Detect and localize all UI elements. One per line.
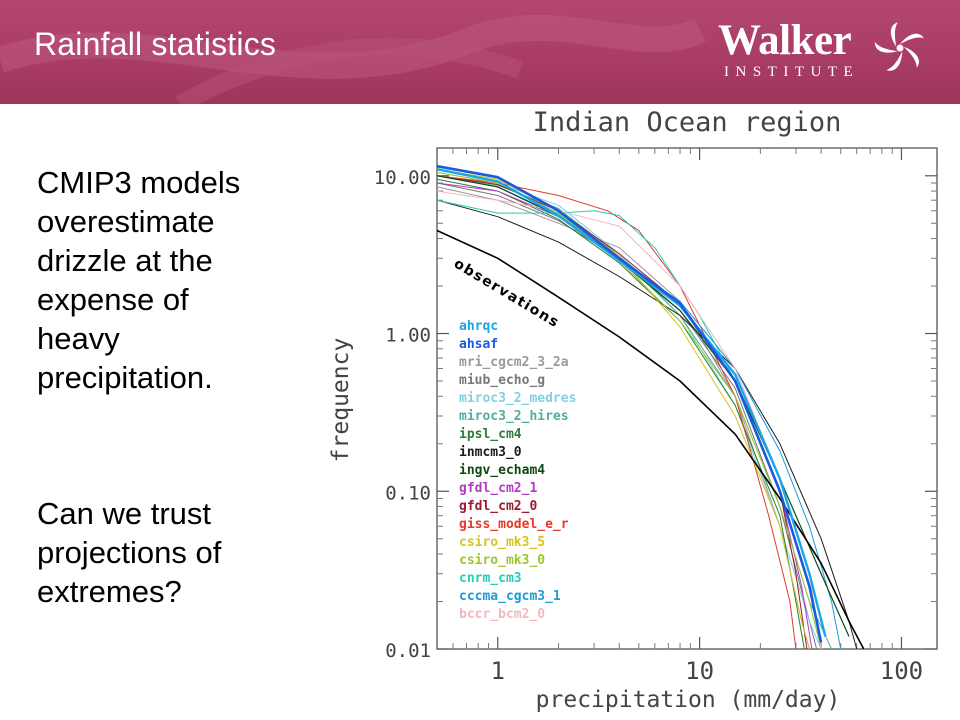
legend-entry: cccma_cgcm3_1 <box>459 589 561 604</box>
bullet2-line: projections of <box>37 535 222 570</box>
series-line-observations <box>436 229 865 650</box>
bullet2-line: extremes? <box>37 574 182 609</box>
y-tick-label: 1.00 <box>385 325 431 347</box>
legend-entry: mri_cgcm2_3_2a <box>459 355 569 370</box>
legend-entry: miroc3_2_medres <box>459 391 576 406</box>
plot-frame <box>436 147 938 650</box>
logo-subtitle: INSTITUTE <box>724 64 860 80</box>
header-swirl-decoration <box>0 14 706 104</box>
legend-entry: cnrm_cm3 <box>459 571 522 586</box>
legend-entry: ahsaf <box>459 337 498 352</box>
bullet1-line: CMIP3 models <box>37 165 241 200</box>
legend-entry: gfdl_cm2_1 <box>459 481 537 496</box>
bullet-text-1: CMIP3 models overestimate drizzle at the… <box>37 163 297 397</box>
slide-title: Rainfall statistics <box>34 26 277 62</box>
series-line-ahsaf <box>436 164 823 643</box>
chart-title: Indian Ocean region <box>533 107 842 138</box>
slide-header: Rainfall statistics Walker INSTITUTE <box>0 0 960 104</box>
y-axis-label: frequency <box>328 338 354 463</box>
bullet-text-2: Can we trust projections of extremes? <box>37 494 317 611</box>
legend-entry: inmcm3_0 <box>459 445 522 460</box>
y-tick-label: 0.01 <box>385 640 431 662</box>
legend-entry: miub_echo_g <box>459 373 545 388</box>
series-line-giss-model-e-r <box>436 175 797 650</box>
bullet1-line: precipitation. <box>37 360 213 395</box>
legend-entry: gfdl_cm2_0 <box>459 499 537 514</box>
logo-swirl-icon <box>874 22 924 71</box>
legend-entry: ahrqc <box>459 319 498 334</box>
y-tick-label: 10.00 <box>374 167 431 189</box>
legend-entry: miroc3_2_hires <box>459 409 569 424</box>
x-tick-label: 1 <box>491 657 505 685</box>
x-axis-label: precipitation (mm/day) <box>536 687 841 713</box>
bullet2-line: Can we trust <box>37 496 212 531</box>
legend-entry: csiro_mk3_0 <box>459 553 545 568</box>
rainfall-frequency-chart: Indian Ocean region 10.00 1.00 0.10 0.01 1 10 1… <box>328 107 938 713</box>
legend-entry: giss_model_e_r <box>459 517 569 532</box>
legend-entry: ipsl_cm4 <box>459 427 522 442</box>
logo-name: Walker <box>718 17 852 64</box>
legend-entry: bccr_bcm2_0 <box>459 607 545 622</box>
x-tick-label: 100 <box>880 657 923 685</box>
legend-entry: csiro_mk3_5 <box>459 535 545 550</box>
x-tick-label: 10 <box>685 657 714 685</box>
bullet1-line: heavy <box>37 321 120 356</box>
legend-entry: ingv_echam4 <box>459 463 545 478</box>
walker-institute-logo: Walker INSTITUTE <box>712 14 942 84</box>
bullet1-line: expense of <box>37 282 189 317</box>
bullet1-line: overestimate <box>37 204 215 239</box>
bullet1-line: drizzle at the <box>37 243 213 278</box>
y-tick-label: 0.10 <box>385 482 431 504</box>
